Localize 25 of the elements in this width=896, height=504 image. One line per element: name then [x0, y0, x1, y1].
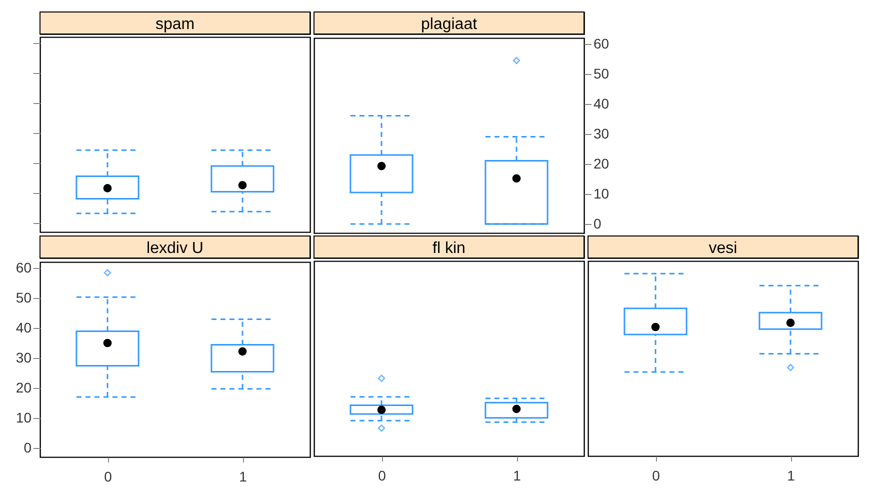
- x-tick-label: 1: [513, 468, 522, 484]
- y-tick-label: 50: [594, 66, 610, 82]
- y-tick-label: 40: [594, 96, 610, 112]
- x-tick-label: 0: [104, 468, 112, 484]
- y-tick-label: 20: [16, 380, 32, 396]
- chart-title: lexdiv U: [146, 240, 204, 257]
- y-tick-label: 0: [594, 216, 602, 232]
- y-tick-label: 10: [16, 410, 32, 426]
- y-tick-label: 0: [24, 440, 32, 456]
- y-tick-label: 40: [16, 320, 32, 336]
- x-tick-label: 0: [652, 468, 660, 484]
- chart-title: vesi: [708, 240, 738, 257]
- x-tick-label: 0: [378, 468, 386, 484]
- y-tick-label: 30: [594, 126, 610, 142]
- y-tick-label: 60: [16, 260, 32, 276]
- chart-title: fl kin: [432, 240, 466, 257]
- x-tick-label: 1: [239, 468, 248, 484]
- y-tick-label: 10: [594, 186, 610, 202]
- x-tick-label: 1: [787, 468, 796, 484]
- y-tick-label: 60: [594, 36, 610, 52]
- chart-title: plagiaat: [420, 16, 478, 33]
- chart-title: spam: [155, 16, 195, 33]
- y-tick-label: 20: [594, 156, 610, 172]
- y-tick-label: 50: [16, 290, 32, 306]
- y-tick-label: 30: [16, 350, 32, 366]
